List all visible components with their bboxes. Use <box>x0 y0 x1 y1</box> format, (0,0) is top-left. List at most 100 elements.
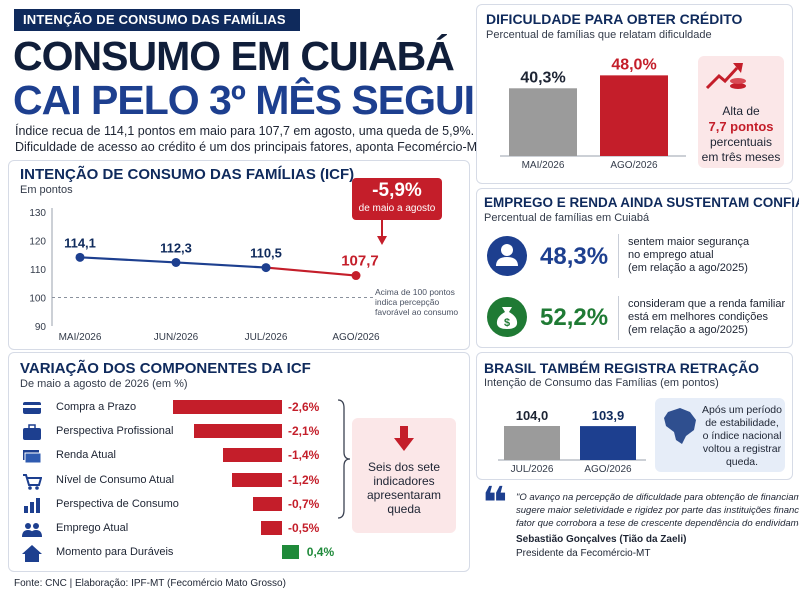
x-tick-label: JUL/2026 <box>245 332 288 343</box>
x-tick-label: JUN/2026 <box>154 332 199 343</box>
data-point <box>171 257 181 267</box>
component-row: Emprego Atual -0,5% <box>22 518 462 540</box>
component-row: Renda Atual -1,4% <box>22 445 462 467</box>
y-tick-label: 90 <box>35 322 47 333</box>
component-label: Nível de Consumo Atual <box>56 473 175 486</box>
x-tick-label: AGO/2026 <box>584 464 632 475</box>
component-value-label: -0,7% <box>288 496 320 511</box>
divider <box>618 296 619 340</box>
data-label: 104,0 <box>516 408 549 423</box>
lead-text-line2: Dificuldade de acesso ao crédito é um do… <box>15 140 487 154</box>
component-label: Momento para Duráveis <box>56 546 174 559</box>
arrow-down-icon <box>394 426 414 451</box>
components-note-text: Seis dos sete indicadores apresentaram que… <box>366 460 442 516</box>
source-note: Fonte: CNC | Elaboração: IPF-MT (Fecomér… <box>14 578 286 589</box>
component-bar <box>223 448 282 463</box>
quote-line-2: sugere maior seletividade e rigidez por … <box>516 505 799 516</box>
component-bar <box>261 521 282 535</box>
quote-icon: ❝ <box>482 479 508 528</box>
credit-bar-chart: 40,3% MAI/2026 48,0% AGO/2026 <box>500 56 686 171</box>
data-point <box>75 252 85 262</box>
y-tick-label: 110 <box>30 265 46 276</box>
employment-text-2: consideram que a renda familiar está em m… <box>628 298 786 336</box>
data-point <box>261 263 271 273</box>
page-title-line2: CAI PELO 3º MÊS SEGUIDO <box>13 77 535 123</box>
component-value-label: -0,5% <box>288 521 320 535</box>
rising-coins-icon <box>705 63 746 90</box>
icf-change-label: de maio a agosto <box>358 203 436 214</box>
x-tick-label: MAI/2026 <box>522 160 565 171</box>
bar <box>600 75 668 156</box>
component-label: Emprego Atual <box>56 522 129 534</box>
data-label: 103,9 <box>592 408 625 423</box>
brazil-map-icon <box>664 408 696 444</box>
employment-value-2: 52,2% <box>540 304 609 331</box>
data-label: 48,0% <box>611 56 656 73</box>
data-label: 112,3 <box>160 240 192 255</box>
section-tag: INTENÇÃO DE CONSUMO DAS FAMÍLIAS <box>14 9 300 31</box>
credit-title: DIFICULDADE PARA OBTER CRÉDITO <box>486 11 743 27</box>
credit-note-highlight: 7,7 pontos <box>708 119 774 134</box>
component-label: Compra a Prazo <box>56 401 137 413</box>
bracket-icon <box>337 399 351 519</box>
cart-icon <box>22 472 43 490</box>
component-bar <box>193 424 282 439</box>
component-label: Perspectiva de Consumo <box>56 497 179 510</box>
bar <box>580 426 636 460</box>
house-icon <box>22 544 42 563</box>
component-value-label: 0,4% <box>306 545 335 560</box>
data-point <box>351 271 361 281</box>
icf-change-badge <box>352 178 442 220</box>
lead-text-line1: Índice recua de 114,1 pontos em maio par… <box>15 124 475 138</box>
y-tick-label: 100 <box>29 294 46 305</box>
icf-change-value: -5,9% <box>372 180 422 201</box>
icf-line-chart: 90 100 110 120 130 114,1 MAI/2026 112,3 JUN/2026… <box>29 208 380 343</box>
data-label: 107,7 <box>341 253 379 270</box>
credit-subtitle: Percentual de famílias que relatam dific… <box>486 29 712 41</box>
credit-note-line1: Alta de <box>722 104 760 118</box>
svg-text:$: $ <box>504 317 510 329</box>
quote-role: Presidente da Fecomércio-MT <box>516 548 651 559</box>
x-tick-label: MAI/2026 <box>59 332 102 343</box>
employment-text-1: sentem maior segurança no emprego atual (e… <box>628 236 750 274</box>
component-label: Renda Atual <box>56 449 116 462</box>
y-tick-label: 120 <box>29 237 46 248</box>
quote-line-3: fator que corrobora a tese de crescente … <box>516 518 799 529</box>
component-row: Momento para Duráveis 0,4% <box>22 542 462 564</box>
brazil-subtitle: Intenção de Consumo das Famílias (em pon… <box>484 377 719 389</box>
threshold-note: Acima de 100 pontos indica percepção favor… <box>375 287 459 317</box>
icf-subtitle: Em pontos <box>20 184 73 196</box>
page-title-line1: CONSUMO EM CUIABÁ <box>13 33 455 79</box>
arrow-down-icon <box>377 220 387 245</box>
component-value-label: -1,2% <box>288 472 320 487</box>
component-row: Perspectiva de Consumo -0,7% <box>22 494 462 516</box>
credit-note-line2: percentuais <box>709 135 773 149</box>
credit-note-line3: em três meses <box>701 150 781 164</box>
component-bar <box>252 496 282 511</box>
briefcase-icon <box>22 423 42 441</box>
component-value-label: -1,4% <box>288 448 320 463</box>
brazil-note-text: Após um período de estabilidade, o índice … <box>702 404 782 468</box>
icf-title: INTENÇÃO DE CONSUMO DAS FAMÍLIAS (ICF) <box>20 166 355 183</box>
components-subtitle: De maio a agosto de 2026 (em %) <box>20 378 188 390</box>
employment-title: EMPREGO E RENDA AINDA SUSTENTAM CONFIANÇ… <box>484 195 799 210</box>
bar <box>509 88 577 156</box>
brazil-title: BRASIL TAMBÉM REGISTRA RETRAÇÃO <box>484 360 760 376</box>
y-tick-label: 130 <box>29 208 46 219</box>
data-label: 110,5 <box>250 246 282 261</box>
x-tick-label: JUL/2026 <box>511 464 554 475</box>
bar-chart-icon <box>22 496 42 514</box>
employment-subtitle: Percentual de famílias em Cuiabá <box>484 212 650 224</box>
money-icon <box>22 447 42 465</box>
bar <box>504 426 560 460</box>
quote-line-1: "O avanço na percepção de dificuldade pa… <box>516 492 799 503</box>
quote-author: Sebastião Gonçalves (Tião da Zaeli) <box>516 534 687 545</box>
employment-value-1: 48,3% <box>540 243 609 270</box>
brazil-bar-chart: 104,0 JUL/2026 103,9 AGO/2026 <box>498 408 646 475</box>
person-icon <box>487 236 527 276</box>
credit-card-icon <box>22 399 42 417</box>
components-title: VARIAÇÃO DOS COMPONENTES DA ICF <box>20 360 311 377</box>
x-tick-label: AGO/2026 <box>610 160 658 171</box>
divider <box>618 234 619 278</box>
component-bar <box>231 472 282 487</box>
